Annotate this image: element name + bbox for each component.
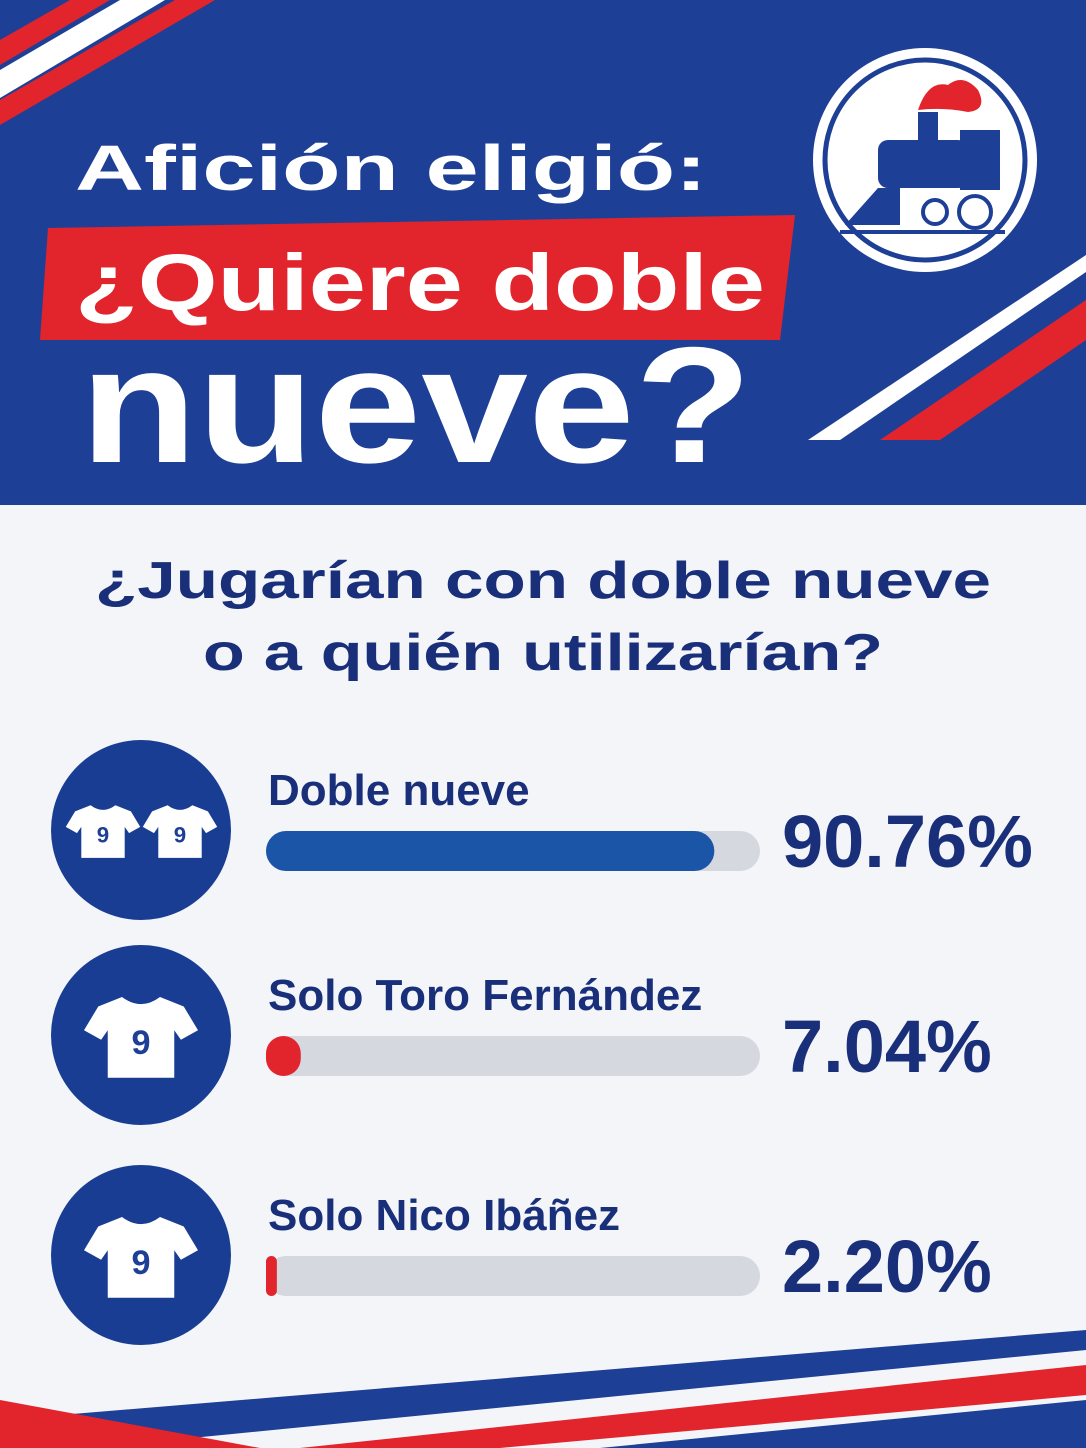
bar-track xyxy=(266,1256,760,1296)
bar-track xyxy=(266,1036,760,1076)
title-line: nueve? xyxy=(80,313,752,497)
icon-circle xyxy=(51,740,231,920)
stripe xyxy=(0,1400,260,1448)
bar xyxy=(266,1256,277,1296)
value-label: 90.76% xyxy=(782,800,1033,883)
stripe xyxy=(0,1330,1086,1448)
subtitle-line: ¿Jugarían con doble nueve xyxy=(95,552,991,610)
jersey-icon: 9 xyxy=(84,1217,198,1298)
stripe xyxy=(808,255,1086,440)
title-line: ¿Quiere doble xyxy=(75,238,765,327)
subtitle-line: o a quién utilizarían? xyxy=(203,624,883,682)
jersey xyxy=(142,805,218,858)
jersey xyxy=(84,997,198,1078)
category-label: Solo Nico Ibáñez xyxy=(268,1191,620,1240)
jersey-number: 9 xyxy=(174,822,186,847)
jersey-number: 9 xyxy=(97,822,109,847)
bar xyxy=(266,1036,301,1076)
stripe xyxy=(0,0,215,125)
logo xyxy=(813,48,1037,272)
jersey-icon: 9 xyxy=(142,805,218,858)
title-highlight xyxy=(40,215,795,340)
stripe xyxy=(300,1365,1086,1448)
stripe xyxy=(0,0,165,98)
bar xyxy=(266,831,715,871)
value-label: 7.04% xyxy=(782,1005,992,1088)
stripe xyxy=(880,300,1086,440)
jersey-icon: 9 xyxy=(84,997,198,1078)
stripe xyxy=(600,1400,1086,1448)
jersey xyxy=(65,805,141,858)
jersey-number: 9 xyxy=(131,1244,150,1282)
category-label: Solo Toro Fernández xyxy=(268,971,702,1020)
value-label: 2.20% xyxy=(782,1225,992,1308)
title-line: Afición eligió: xyxy=(75,132,707,204)
jersey-icon: 9 xyxy=(65,805,141,858)
jersey-number: 9 xyxy=(131,1024,150,1062)
category-label: Doble nueve xyxy=(268,766,530,815)
jersey xyxy=(84,1217,198,1298)
stripe xyxy=(0,0,110,65)
